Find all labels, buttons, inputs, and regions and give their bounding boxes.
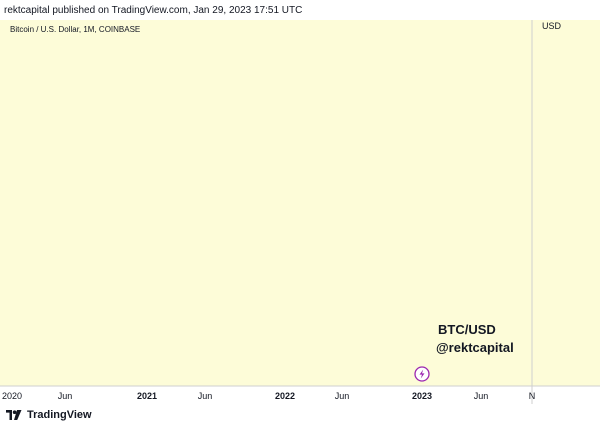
bolt-icon[interactable]	[414, 366, 430, 382]
symbol-label: Bitcoin / U.S. Dollar, 1M, COINBASE	[10, 25, 140, 34]
publisher-line: rektcapital published on TradingView.com…	[4, 5, 303, 16]
annotation-pair: BTC/USD	[438, 322, 496, 337]
tradingview-logo-icon	[6, 410, 22, 420]
publisher-header: rektcapital published on TradingView.com…	[0, 0, 600, 22]
time-tick-label: N	[529, 391, 536, 401]
time-tick-label: Jun	[58, 391, 73, 401]
time-axis[interactable]: 2020 Jun 2021 Jun 2022 Jun 2023 Jun N	[2, 391, 535, 401]
time-tick-label: 2020	[2, 391, 22, 401]
plot-background	[0, 20, 532, 404]
time-axis-background	[0, 386, 600, 404]
time-tick-label: 2021	[137, 391, 157, 401]
btc-usd-chart[interactable]: 68000.0056000.0048000.0040500.0034500.00…	[0, 20, 600, 404]
time-tick-label: 2022	[275, 391, 295, 401]
price-axis-background	[532, 20, 600, 404]
currency-label: USD	[542, 21, 562, 31]
time-tick-label: Jun	[335, 391, 350, 401]
time-tick-label: Jun	[198, 391, 213, 401]
time-tick-label: Jun	[474, 391, 489, 401]
footer-brand: TradingView	[27, 409, 92, 421]
footer: TradingView	[0, 404, 600, 426]
time-tick-label: 2023	[412, 391, 432, 401]
annotation-author: @rektcapital	[436, 340, 514, 355]
